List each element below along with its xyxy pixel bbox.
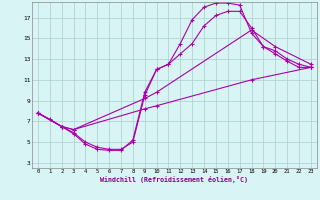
X-axis label: Windchill (Refroidissement éolien,°C): Windchill (Refroidissement éolien,°C)	[100, 176, 248, 183]
